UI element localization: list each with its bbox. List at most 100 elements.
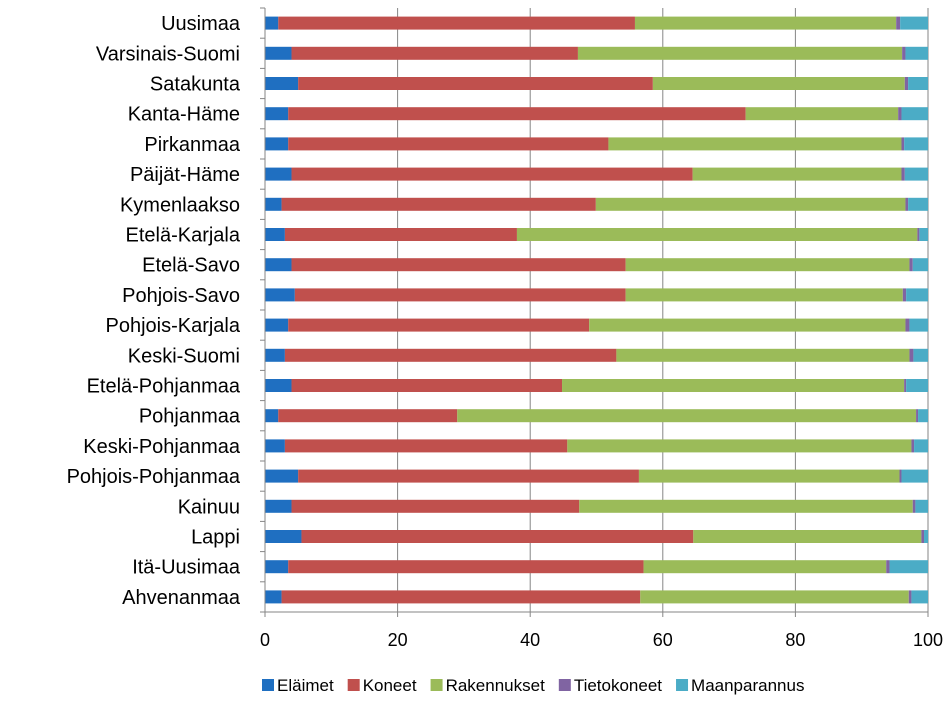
bar-segment bbox=[917, 228, 920, 241]
bar-segment bbox=[265, 560, 289, 574]
axes bbox=[260, 7, 929, 617]
bar-segment bbox=[284, 439, 568, 453]
legend-swatch bbox=[347, 679, 360, 691]
bar-segment bbox=[901, 107, 928, 121]
x-tick-label: 80 bbox=[785, 630, 805, 650]
legend-label: Koneet bbox=[363, 676, 417, 695]
bar-segment bbox=[915, 499, 928, 513]
bar-segment bbox=[908, 590, 912, 604]
bar-segment bbox=[905, 197, 909, 211]
bar-segment bbox=[265, 348, 285, 362]
category-label: Kanta-Häme bbox=[128, 104, 240, 126]
bar-segment bbox=[265, 288, 295, 302]
legend-swatch bbox=[676, 679, 689, 691]
bar-segment bbox=[634, 16, 897, 30]
bar-segment bbox=[589, 318, 906, 332]
bar-segment bbox=[579, 499, 913, 513]
bar-segment bbox=[265, 197, 282, 211]
x-tick-label: 60 bbox=[653, 630, 673, 650]
bar-segment bbox=[265, 46, 292, 60]
legend-label: Rakennukset bbox=[446, 676, 546, 695]
bar-segment bbox=[281, 197, 596, 211]
bar-segment bbox=[265, 258, 292, 272]
bar-segment bbox=[904, 379, 907, 392]
legend-swatch bbox=[262, 679, 274, 691]
bar-segment bbox=[905, 46, 928, 60]
bar-segment bbox=[909, 318, 928, 332]
bar-segment bbox=[265, 469, 299, 483]
x-tick-labels: 0 20 40 60 80 100 bbox=[260, 630, 943, 650]
bar-segment bbox=[294, 288, 626, 302]
bar-segment bbox=[909, 348, 914, 362]
bar-segment bbox=[901, 469, 928, 483]
bar-segment bbox=[913, 348, 928, 362]
legend-swatch bbox=[430, 679, 443, 691]
bar-segment bbox=[643, 560, 887, 574]
bar-segment bbox=[900, 16, 928, 30]
bar-segment bbox=[265, 499, 292, 513]
bar-segment bbox=[918, 409, 928, 423]
bar-segment bbox=[886, 560, 890, 574]
bar-segment bbox=[288, 560, 644, 574]
bar-segment bbox=[298, 77, 653, 90]
bar-segment bbox=[904, 167, 928, 181]
bar-segment bbox=[265, 379, 292, 392]
category-label: Keski-Pohjanmaa bbox=[83, 436, 241, 458]
bar-segment bbox=[595, 197, 906, 211]
x-tick-label: 0 bbox=[260, 630, 270, 650]
bar-segment bbox=[616, 348, 910, 362]
bar-segment bbox=[902, 46, 906, 60]
bar-segment bbox=[905, 318, 910, 332]
bar-segment bbox=[284, 348, 617, 362]
bar-segment bbox=[288, 318, 590, 332]
bar-segment bbox=[899, 469, 902, 483]
bar-segment bbox=[288, 107, 746, 121]
bar-segment bbox=[901, 137, 905, 151]
bar-segment bbox=[908, 77, 928, 90]
bar-segment bbox=[908, 197, 928, 211]
category-label: Pirkanmaa bbox=[144, 134, 240, 156]
legend-label: Eläimet bbox=[277, 676, 334, 695]
legend-label: Tietokoneet bbox=[574, 676, 662, 695]
bar-segment bbox=[265, 590, 282, 604]
bar-segment bbox=[265, 77, 299, 90]
category-label: Satakunta bbox=[150, 74, 241, 96]
bar-segment bbox=[516, 228, 918, 241]
bar-segment bbox=[906, 288, 928, 302]
category-label: Kainuu bbox=[178, 496, 240, 518]
bar-segment bbox=[265, 409, 279, 423]
bar-segment bbox=[921, 530, 925, 543]
bar-segment bbox=[567, 439, 912, 453]
bar-segment bbox=[265, 107, 289, 121]
bar-segment bbox=[265, 318, 289, 332]
bar-segment bbox=[608, 137, 902, 151]
bar-segment bbox=[919, 228, 928, 241]
legend-label: Maanparannus bbox=[691, 676, 804, 695]
bar-segment bbox=[745, 107, 899, 121]
bar-segment bbox=[562, 379, 905, 392]
bar-segment bbox=[640, 590, 909, 604]
bar-segment bbox=[265, 16, 279, 30]
bar-segment bbox=[265, 530, 302, 543]
bar-segment bbox=[896, 16, 901, 30]
bars bbox=[265, 16, 928, 604]
bar-segment bbox=[638, 469, 900, 483]
bar-segment bbox=[902, 288, 907, 302]
bar-segment bbox=[901, 167, 905, 181]
bar-segment bbox=[924, 530, 928, 543]
bar-segment bbox=[457, 409, 917, 423]
category-label: Päijät-Häme bbox=[130, 164, 240, 186]
category-label: Keski-Suomi bbox=[128, 345, 240, 367]
bar-segment bbox=[281, 590, 641, 604]
category-label: Varsinais-Suomi bbox=[96, 43, 240, 65]
bar-segment bbox=[906, 379, 928, 392]
x-tick-label: 20 bbox=[388, 630, 408, 650]
bar-segment bbox=[278, 16, 635, 30]
category-label: Etelä-Karjala bbox=[125, 225, 240, 247]
bar-segment bbox=[265, 167, 292, 181]
category-label: Pohjanmaa bbox=[139, 406, 241, 428]
bar-segment bbox=[291, 258, 626, 272]
bar-segment bbox=[291, 499, 580, 513]
bar-segment bbox=[284, 228, 517, 241]
bar-segment bbox=[889, 560, 928, 574]
